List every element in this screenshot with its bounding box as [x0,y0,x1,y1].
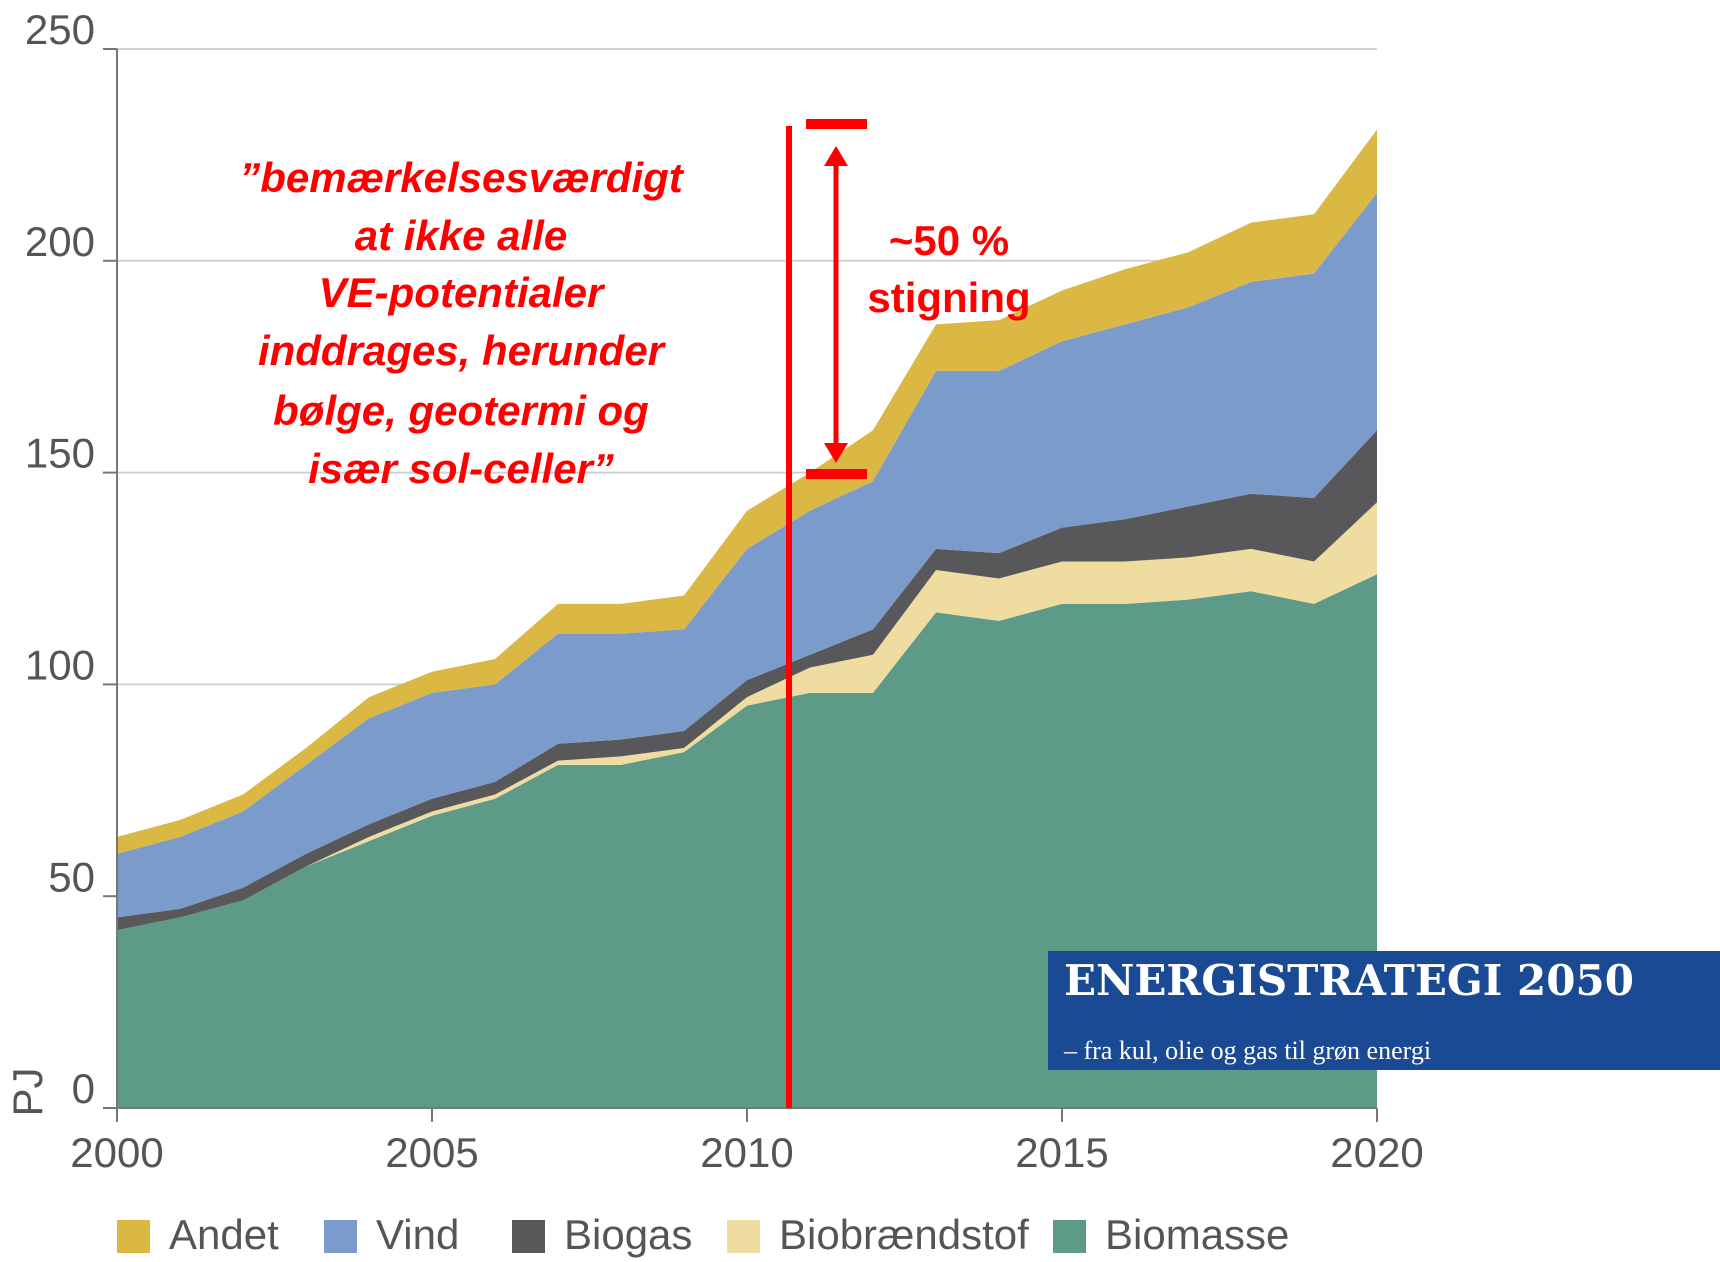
logo-title: ENERGISTRATEGI 2050 [1064,956,1634,1005]
y-tick-label: 100 [25,641,95,688]
y-tick-label: 0 [72,1065,95,1112]
y-tick-label: 50 [48,853,95,900]
callout-text: stigning [867,274,1030,321]
y-tick-label: 200 [25,218,95,265]
annotation-line: inddrages, herunder [258,327,667,374]
annotation-line: at ikke alle [355,212,567,259]
legend-swatch [324,1220,357,1253]
logo-box [1048,951,1720,1070]
x-tick-label: 2020 [1330,1129,1423,1176]
annotation-line: ”bemærkelsesværdigt [239,154,685,201]
legend-label: Biogas [564,1211,692,1258]
y-axis-title: PJ [4,1067,51,1116]
legend-label: Biobrændstof [779,1211,1029,1258]
legend: Andet Vind Biogas Biobrændstof Biomasse [117,1211,1289,1258]
callout-text: ~50 % [889,217,1009,264]
logo-subtitle: – fra kul, olie og gas til grøn energi [1063,1036,1431,1065]
arrow-head [824,146,848,166]
legend-swatch [1053,1220,1086,1253]
annotation-line: især sol-celler” [308,445,614,492]
legend-label: Andet [169,1211,279,1258]
legend-label: Biomasse [1105,1211,1289,1258]
area [117,129,1377,854]
area [117,193,1377,918]
annotation-line: VE-potentialer [319,269,606,316]
x-tick-label: 2000 [70,1129,163,1176]
y-tick-label: 250 [25,6,95,53]
axes: 0 50 100 150 200 250 2000 2005 2010 2015 2020 [25,6,1424,1176]
legend-swatch [512,1220,545,1253]
areas [117,48,1377,1108]
legend-swatch [727,1220,760,1253]
legend-swatch [117,1220,150,1253]
annotation-line: bølge, geotermi og [273,387,649,434]
arrow-head [824,443,848,463]
legend-label: Vind [376,1211,459,1258]
x-tick-label: 2005 [385,1129,478,1176]
y-tick-label: 150 [25,430,95,477]
x-tick-label: 2015 [1015,1129,1108,1176]
x-tick-label: 2010 [700,1129,793,1176]
